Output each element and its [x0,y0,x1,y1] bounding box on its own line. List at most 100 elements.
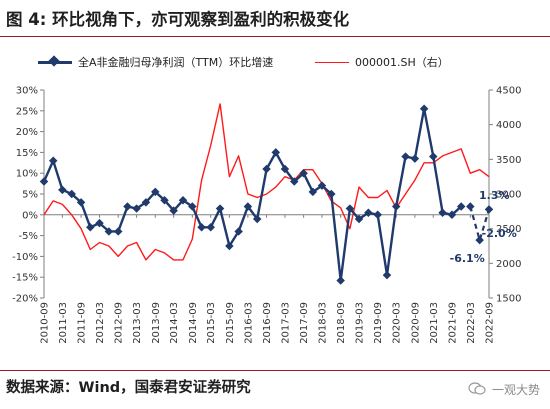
data-point-growth [39,177,49,186]
legend-label-right-series: 000001.SH（右） [355,56,449,69]
data-point-growth [391,202,401,211]
annotation-label: -6.1% [450,252,485,265]
data-point-growth [429,152,438,161]
x-tick-label: 2014-09 [188,302,199,344]
diamond-marker-icon [48,54,60,67]
data-point-growth [76,198,86,207]
x-tick-label: 2011-09 [77,302,88,344]
data-point-growth [178,195,188,205]
x-tick-label: 2018-09 [336,302,347,344]
data-point-growth [95,218,104,228]
chart-plot-area: -20%-15%-10%-5%0%5%10%15%20%25%30%150020… [12,86,521,344]
data-point-growth [419,104,429,113]
data-point-growth [271,148,281,157]
data-point-growth-forecast [466,202,475,211]
x-tick-label: 2020-03 [392,302,403,344]
data-point-growth [317,181,327,190]
x-tick-label: 2019-09 [373,302,384,344]
y-left-tick-label: 30% [16,86,38,97]
data-point-growth [327,189,336,199]
figure-title: 图 4: 环比视角下，亦可观察到盈利的积极变化 [6,10,350,29]
data-point-growth [364,208,373,217]
x-tick-label: 2022-09 [485,302,496,344]
y-right-tick-label: 2500 [496,224,521,235]
data-point-growth [262,164,271,174]
data-point-growth [86,223,95,232]
x-tick-label: 2020-09 [410,302,421,344]
x-tick-label: 2015-09 [225,302,236,344]
data-point-growth [169,206,178,215]
x-tick-label: 2013-09 [151,302,162,344]
x-tick-label: 2013-03 [132,302,143,344]
y-right-tick-label: 2000 [496,259,521,270]
annotation-label: -2.0% [482,227,517,240]
source-divider [0,370,550,371]
x-tick-label: 2012-09 [114,302,125,344]
data-point-growth [401,152,410,161]
x-tick-label: 2021-03 [429,302,440,344]
data-point-growth [336,276,345,285]
title-divider [0,36,550,37]
watermark-text: 一观大势 [491,382,540,397]
data-point-growth [447,210,457,220]
x-tick-label: 2016-03 [243,302,254,344]
data-point-growth-forecast [475,235,484,245]
data-point-growth [48,156,58,165]
x-tick-label: 2018-03 [317,302,328,344]
data-point-growth [188,202,197,211]
data-point-growth [67,189,76,199]
x-tick-label: 2021-09 [447,302,458,344]
y-left-tick-label: 5% [22,190,38,201]
y-right-tick-label: 3500 [496,155,521,166]
x-tick-label: 2012-03 [95,302,106,344]
y-left-tick-label: 10% [16,169,38,180]
legend-swatch-left-series [38,54,72,67]
x-tick-label: 2015-03 [206,302,217,344]
data-point-growth [160,195,169,205]
data-point-growth [308,187,318,197]
data-point-growth [456,202,466,211]
data-point-growth [345,204,355,213]
data-point-growth [58,185,67,195]
legend-item-left-series: 全A非金融归母净利润（TTM）环比增速 [38,52,273,72]
data-point-growth [123,202,132,211]
x-tick-label: 2022-03 [466,302,477,344]
y-right-tick-label: 1500 [496,294,521,305]
y-left-tick-label: -5% [19,231,38,242]
data-point-growth [215,204,225,213]
annotation-label: 1.3% [479,189,510,202]
legend-label-left-series: 全A非金融归母净利润（TTM）环比增速 [78,56,274,69]
data-point-growth-forecast [484,205,494,214]
data-point-growth [354,214,364,224]
series-line-000001-sh [43,103,490,261]
y-left-tick-label: 15% [16,148,38,159]
data-point-growth [104,227,114,236]
data-point-growth [290,177,299,186]
chart-legend: 全A非金融归母净利润（TTM）环比增速 000001.SH（右） [0,52,550,72]
data-point-growth [225,241,234,251]
data-point-growth [113,227,123,236]
legend-swatch-right-series [315,61,349,63]
data-point-growth [132,204,141,213]
x-tick-label: 2017-03 [280,302,291,344]
y-right-tick-label: 4500 [496,86,521,97]
data-point-growth [382,270,392,280]
data-point-growth [299,168,308,178]
y-left-tick-label: 0% [22,210,38,221]
data-point-growth [141,198,151,207]
x-tick-label: 2014-03 [169,302,180,344]
y-left-tick-label: -10% [12,252,38,263]
data-point-growth [410,154,420,163]
y-left-tick-label: 25% [16,106,38,117]
x-tick-label: 2010-09 [40,302,51,344]
y-left-tick-label: -15% [12,273,38,284]
y-right-tick-label: 4000 [496,120,521,131]
source-note: 数据来源：Wind，国泰君安证券研究 [6,380,251,396]
data-point-growth [206,223,215,232]
series-line-growth-forecast [469,206,491,242]
x-tick-label: 2019-03 [355,302,366,344]
y-left-tick-label: 20% [16,127,38,138]
data-point-growth [280,164,290,174]
chat-bubble-icon [468,382,486,395]
y-left-tick-label: -20% [12,294,38,305]
